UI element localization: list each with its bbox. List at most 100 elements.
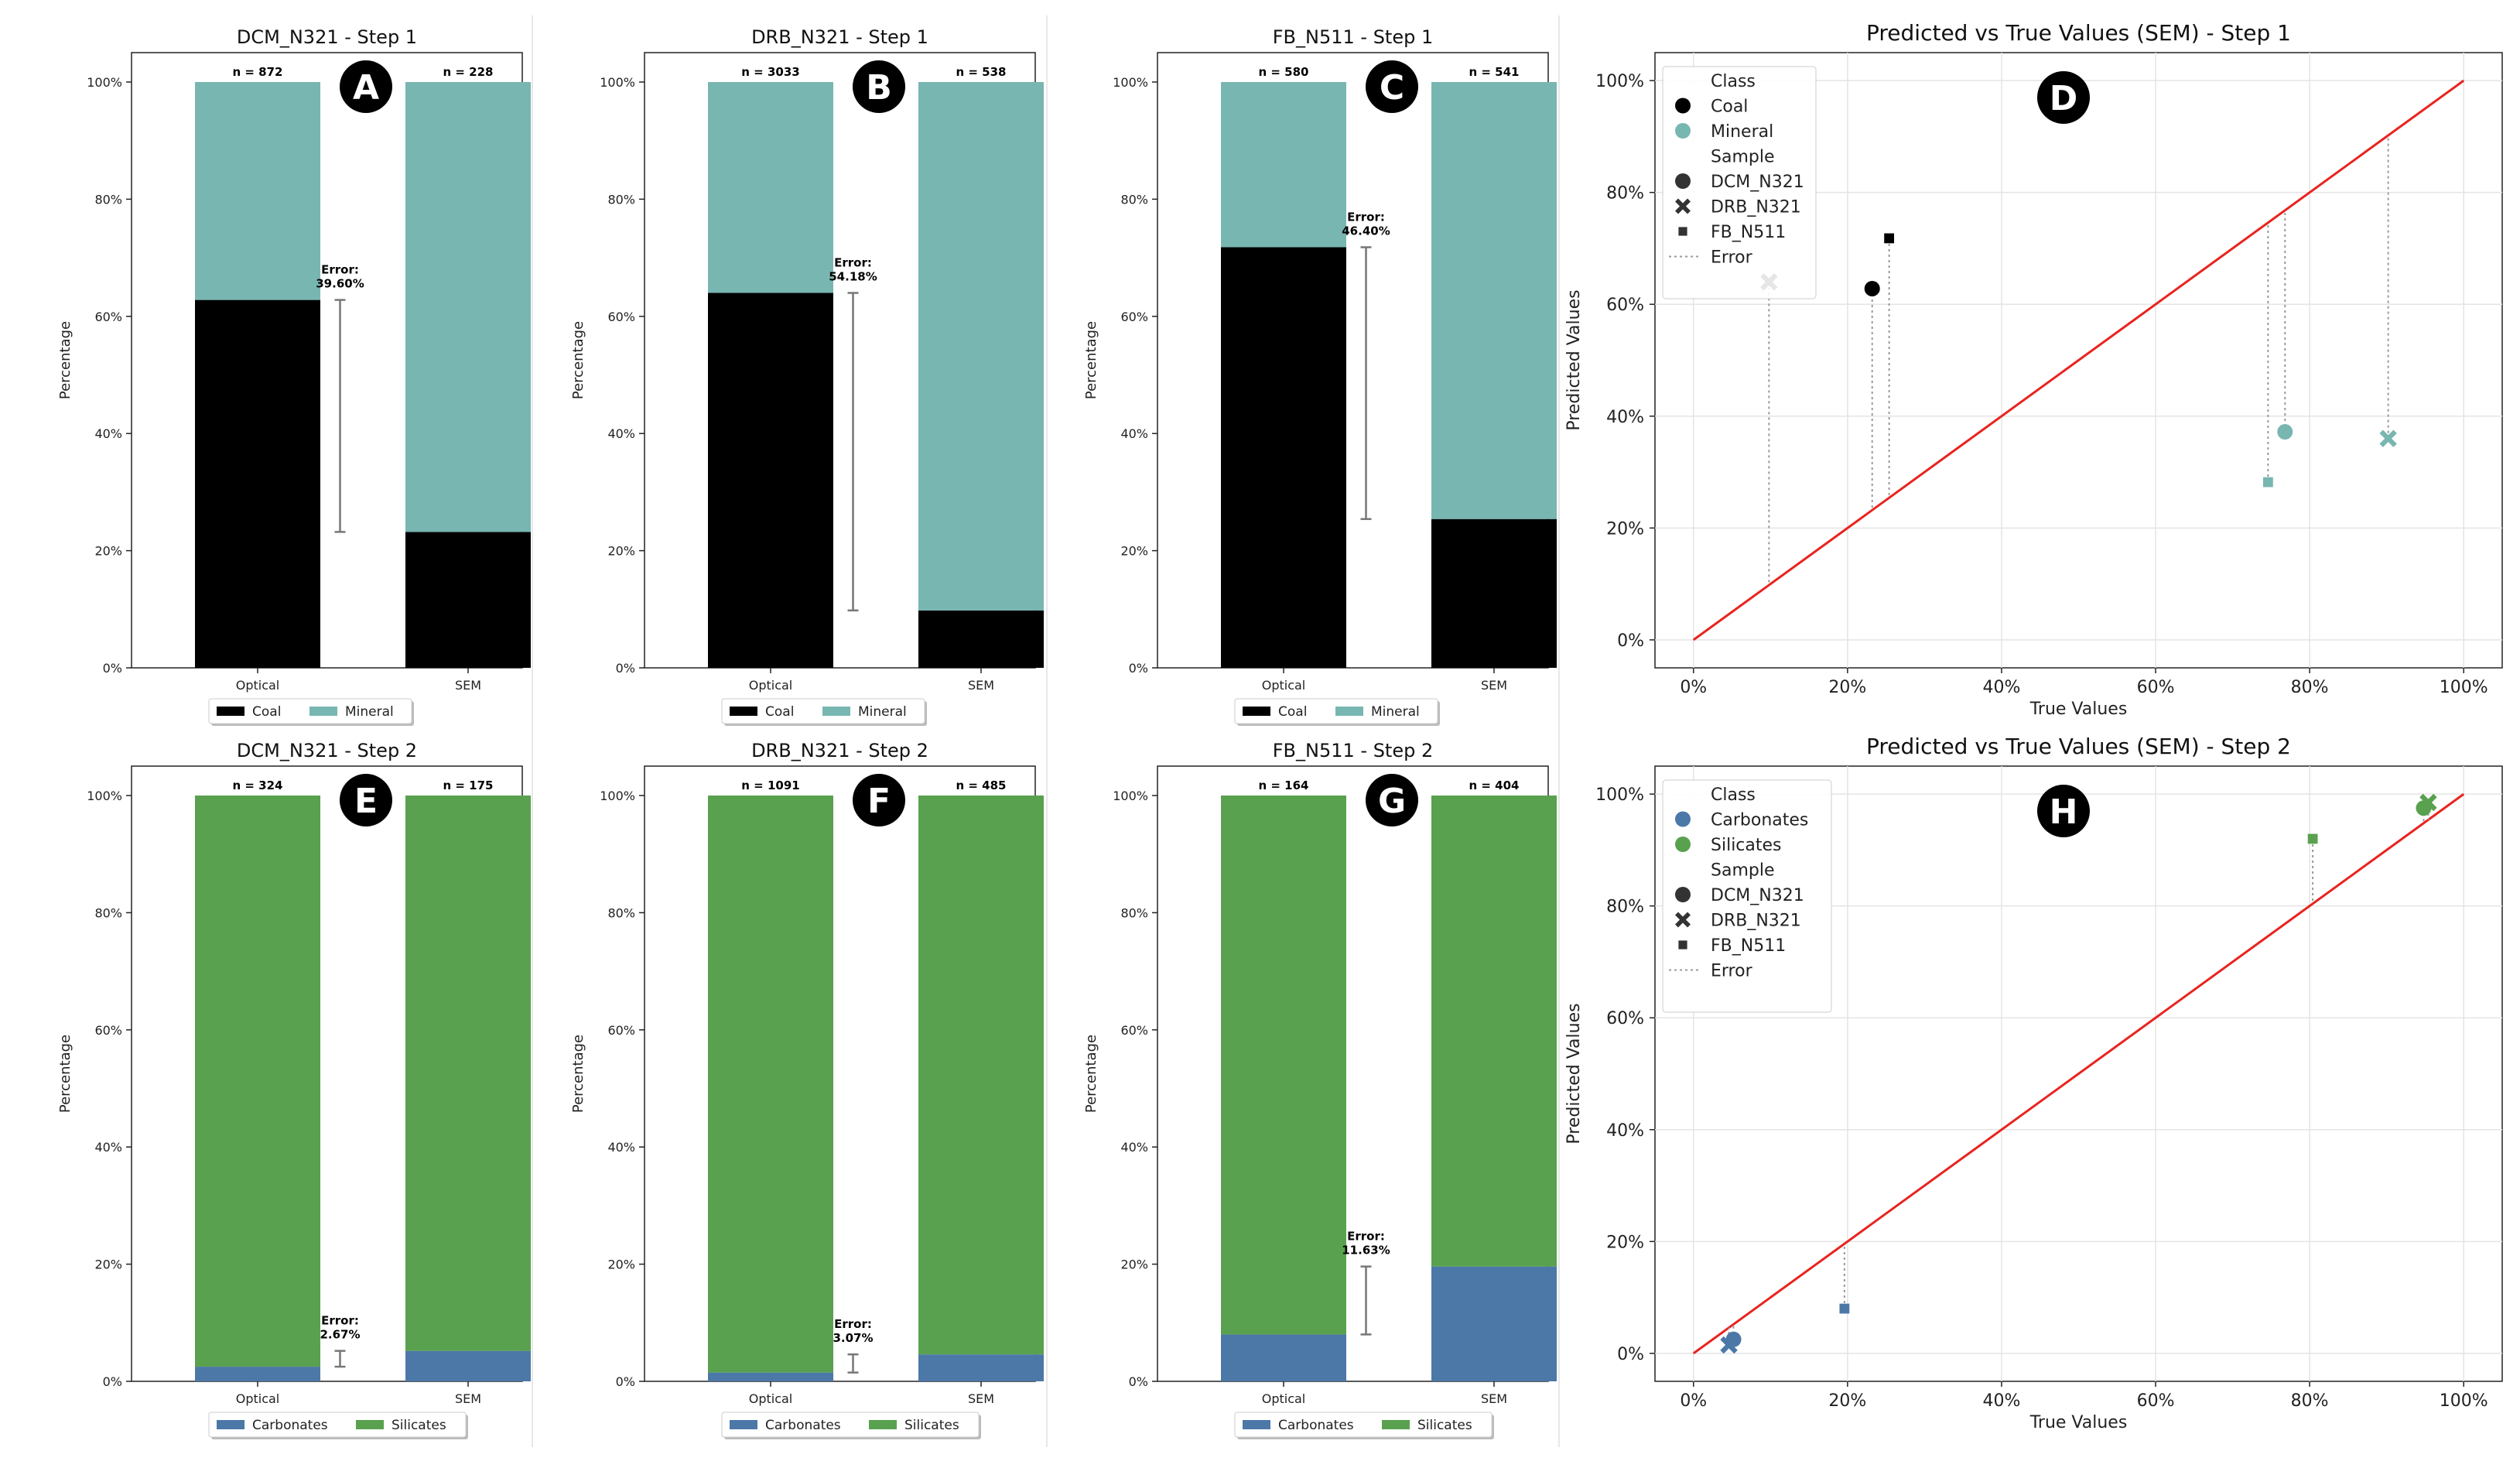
bar-segment-carbonates <box>195 1367 320 1381</box>
x-tick-label: SEM <box>455 1391 481 1406</box>
legend-label: Mineral <box>1371 704 1420 720</box>
x-tick-label: 20% <box>1828 1391 1866 1411</box>
legend-title: Class <box>1711 72 1756 91</box>
x-tick-label: SEM <box>455 678 481 693</box>
legend-label: DRB_N321 <box>1711 198 1801 217</box>
y-axis-label: Percentage <box>57 321 74 399</box>
legend: Coal Mineral <box>721 698 927 726</box>
legend-label: FB_N511 <box>1711 223 1786 242</box>
y-tick-label: 20% <box>607 1258 635 1272</box>
panel-badge <box>2037 71 2090 124</box>
legend-title: Class <box>1711 785 1756 805</box>
legend-marker <box>1675 173 1691 189</box>
bar-chart-E: DCM_N321 - Step 2 0% 20% 40% 60% 80% 100% Perce… <box>57 740 531 1439</box>
error-value: 54.18% <box>829 270 877 284</box>
x-tick-label: Optical <box>236 678 280 693</box>
y-tick-label: 40% <box>94 426 122 441</box>
bar-segment-silicates <box>708 796 833 1373</box>
x-axis-label: True Values <box>2029 700 2128 719</box>
legend-marker <box>1675 811 1691 827</box>
legend-swatch-mineral <box>309 707 337 716</box>
panel-badge <box>853 60 905 113</box>
y-axis-label: Percentage <box>570 1035 586 1113</box>
y-tick-label: 80% <box>1606 898 1644 917</box>
plot-frame <box>1654 52 2503 669</box>
legend: Class Coal Mineral Sample DCM_N321 DRB_N321 FB… <box>1662 66 1817 299</box>
error-value: 11.63% <box>1342 1244 1390 1258</box>
legend-label: FB_N511 <box>1711 936 1786 956</box>
bar-segment-carbonates <box>1221 1334 1346 1381</box>
y-tick-label: 100% <box>87 789 122 803</box>
y-tick-label: 60% <box>94 310 122 324</box>
legend-swatch-silicates <box>869 1420 897 1429</box>
bar-chart-A: DCM_N321 - Step 1 0% 20% 40% 60% 80% 100% Perce… <box>57 26 531 726</box>
panel-badge-letter: B <box>866 68 892 108</box>
legend-label: Carbonates <box>1711 811 1808 830</box>
bar-segment-mineral <box>918 82 1044 611</box>
legend-label: Carbonates <box>252 1418 328 1433</box>
legend-label: Silicates <box>392 1418 446 1433</box>
chart-title: FB_N511 - Step 2 <box>1273 740 1434 761</box>
y-tick-label: 80% <box>94 192 122 207</box>
legend-marker <box>1675 887 1691 902</box>
legend-swatch-mineral <box>822 707 850 716</box>
n-label: n = 175 <box>443 778 493 792</box>
legend-label: Carbonates <box>765 1418 841 1433</box>
panel-badge-letter: F <box>867 782 891 821</box>
y-axis-label: Predicted Values <box>1564 289 1584 430</box>
bar-chart-B: DRB_N321 - Step 1 0% 20% 40% 60% 80% 100% Perce… <box>570 26 1044 726</box>
legend-marker <box>1675 98 1691 114</box>
error-label: Error: <box>321 263 359 277</box>
bar-segment-carbonates <box>918 1354 1044 1381</box>
error-value: 39.60% <box>316 277 364 291</box>
y-tick-label: 20% <box>1120 544 1148 559</box>
legend-label: Mineral <box>345 704 394 720</box>
n-label: n = 324 <box>232 778 282 792</box>
bar-segment-coal <box>918 610 1044 668</box>
x-tick-label: 100% <box>2440 678 2488 697</box>
bar-segment-silicates <box>195 796 320 1367</box>
y-tick-label: 40% <box>1120 426 1148 441</box>
y-tick-label: 20% <box>94 1258 122 1272</box>
error-label: Error: <box>321 1314 359 1328</box>
chart-title: DCM_N321 - Step 2 <box>237 740 417 761</box>
scatter-chart-D: Predicted vs True Values (SEM) - Step 1 0… <box>1564 20 2503 719</box>
panel-badge <box>340 60 392 113</box>
y-tick-label: 20% <box>1606 1233 1644 1252</box>
error-label: Error: <box>834 1317 872 1331</box>
legend-label: DCM_N321 <box>1711 886 1804 905</box>
legend: Coal Mineral <box>1234 698 1440 726</box>
x-tick-label: 60% <box>2137 1391 2175 1411</box>
legend-title: Sample <box>1711 148 1775 167</box>
legend-swatch-silicates <box>356 1420 384 1429</box>
error-label: Error: <box>1347 210 1385 224</box>
n-label: n = 872 <box>232 65 282 79</box>
legend-marker <box>1675 912 1691 928</box>
panel-badge <box>1366 774 1418 826</box>
y-tick-label: 0% <box>103 1374 122 1389</box>
legend-box <box>1234 1412 1493 1438</box>
legend-swatch-silicates <box>1382 1420 1410 1429</box>
y-tick-label: 20% <box>607 544 635 559</box>
bar-segment-mineral <box>708 82 833 293</box>
legend-label: Silicates <box>1711 836 1782 855</box>
bar-segment-silicates <box>1221 796 1346 1335</box>
n-label: n = 485 <box>956 778 1006 792</box>
chart-title: Predicted vs True Values (SEM) - Step 2 <box>1866 734 2291 759</box>
panel-badge-letter: H <box>2050 792 2078 832</box>
legend: Carbonates Silicates <box>1234 1412 1494 1439</box>
y-tick-label: 0% <box>1129 1374 1148 1389</box>
chart-title: DRB_N321 - Step 1 <box>751 26 928 48</box>
panel-badge-letter: G <box>1378 782 1406 821</box>
chart-title: Predicted vs True Values (SEM) - Step 1 <box>1866 20 2291 46</box>
legend-box <box>1662 66 1817 299</box>
legend-label: Carbonates <box>1278 1418 1354 1433</box>
error-value: 2.67% <box>320 1328 360 1342</box>
legend-marker <box>1678 940 1687 950</box>
bar-segment-silicates <box>918 796 1044 1355</box>
legend-marker <box>1678 227 1687 236</box>
x-tick-label: Optical <box>749 678 793 693</box>
x-tick-label: SEM <box>968 1391 994 1406</box>
bar-segment-silicates <box>1431 796 1557 1267</box>
legend-label: Silicates <box>904 1418 959 1433</box>
